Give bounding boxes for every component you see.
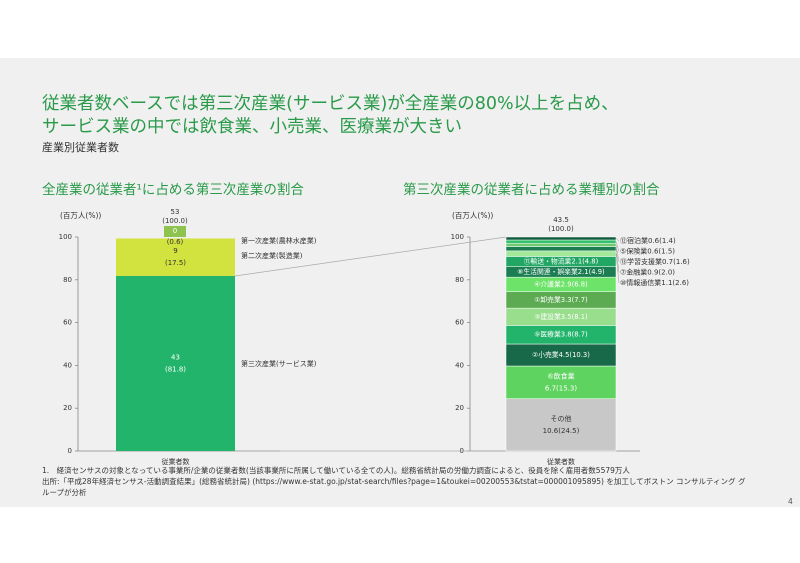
right-bar-segment-label: その他 (551, 414, 572, 423)
right-total-pct: (100.0) (548, 225, 574, 233)
left-bar-third-pct: (81.8) (165, 365, 186, 373)
right-callout-line (615, 253, 620, 284)
left-y-axis-label: (百万人(%)) (60, 211, 101, 220)
right-callout-label: ⑦金融業0.9(2.0) (620, 268, 675, 277)
right-tick-label: 60 (455, 319, 464, 327)
left-x-category-label: 従業者数 (162, 457, 190, 466)
left-total-value: 53 (171, 208, 180, 216)
right-bar-segment-label: ⑨医療業3.8(8.7) (534, 330, 588, 339)
right-callout-line (615, 241, 620, 252)
title-line-1: 従業者数ベースでは第三次産業(サービス業)が全産業の80%以上を占め、 (42, 94, 619, 114)
right-tick-label: 80 (455, 276, 464, 284)
right-bar-segment-label: ④介護業2.9(6.8) (534, 279, 588, 288)
right-bar-segment-label: ③建設業3.5(8.1) (534, 312, 588, 321)
connector-line-top (234, 236, 507, 277)
right-bar-segment-label: ⑪輸送・物流業2.1(4.8) (524, 257, 599, 266)
right-bar-segment-label: ②小売業4.5(10.3) (532, 350, 590, 359)
left-total-pct: (100.0) (162, 217, 188, 225)
left-chart-heading: 全産業の従業者¹に占める第三次産業の割合 (42, 182, 304, 198)
left-tick-label: 80 (63, 276, 72, 284)
left-legend-third-sector: 第三次産業(サービス業) (241, 359, 317, 368)
right-total-value: 43.5 (553, 216, 569, 224)
left-bar-second-sector (116, 238, 235, 276)
right-bar-segment (505, 239, 617, 244)
left-tick-label: 60 (63, 319, 72, 327)
right-x-category-label: 従業者数 (547, 457, 575, 466)
right-callout-label: ⑩情報通信業1.1(2.6) (620, 278, 689, 287)
left-legend-second-sector: 第二次産業(製造業) (241, 251, 303, 260)
page-subtitle: 産業別従業者数 (42, 141, 119, 154)
right-y-axis-label: (百万人(%)) (452, 211, 493, 220)
right-callout-line (615, 238, 620, 242)
left-tick-label: 20 (63, 404, 72, 412)
left-legend-first-sector: 第一次産業(農林水産業) (241, 236, 317, 245)
right-callout-line (615, 248, 620, 273)
right-bar-segment-label: ⑥飲食業 (547, 371, 574, 380)
right-chart-heading: 第三次産業の従業者に占める業種別の割合 (403, 182, 660, 198)
right-bar-segment (505, 236, 617, 241)
footnote-line-2: 出所:「平成28年経済センサス-活動調査結果」(総務省統計局) (https:/… (42, 477, 746, 497)
page-title: 従業者数ベースでは第三次産業(サービス業)が全産業の80%以上を占め、 サービス… (42, 93, 619, 139)
right-bar-segment-value: 10.6(24.5) (543, 427, 580, 435)
footnote-line-1: 1. 経済センサスの対象となっている事業所/企業の従業者数(当該事業所に所属して… (42, 466, 630, 475)
left-bar-third-value: 43 (171, 353, 180, 361)
title-line-2: サービス業の中では飲食業、小売業、医療業が大きい (42, 117, 462, 137)
right-bar-segment (505, 242, 617, 247)
right-tick-label: 100 (451, 233, 464, 241)
left-tick-label: 0 (68, 447, 72, 455)
right-callout-label: ⑤保険業0.6(1.5) (620, 247, 675, 256)
right-tick-label: 40 (455, 361, 464, 369)
left-bar-first-value: 0 (173, 227, 177, 235)
right-tick-label: 20 (455, 404, 464, 412)
right-bar-segment (505, 398, 617, 452)
right-callout-line (615, 244, 620, 263)
right-bar-segment (505, 365, 617, 399)
left-tick-label: 40 (63, 361, 72, 369)
left-bar-second-value: 9 (173, 247, 177, 255)
left-bar-second-pct: (17.5) (165, 259, 186, 267)
left-tick-label: 100 (59, 233, 72, 241)
right-callout-label: ⑬学習支援業0.7(1.6) (620, 257, 690, 266)
left-bar-third-sector (116, 275, 235, 451)
left-bar-first-sector (164, 226, 186, 237)
footnote: 1. 経済センサスの対象となっている事業所/企業の従業者数(当該事業所に所属して… (42, 465, 752, 498)
left-bar-first-pct: (0.6) (167, 238, 184, 246)
right-bar-segment-label: ①卸売業3.3(7.7) (534, 295, 588, 304)
right-bar-segment (505, 246, 617, 252)
right-callout-label: ⑫宿泊業0.6(1.4) (620, 236, 676, 245)
page-number: 4 (788, 497, 793, 506)
right-bar-segment-label: ⑧生活関連・娯楽業2.1(4.9) (517, 267, 605, 276)
right-bar-segment-value: 6.7(15.3) (545, 384, 577, 392)
right-bar-segment (505, 250, 617, 257)
